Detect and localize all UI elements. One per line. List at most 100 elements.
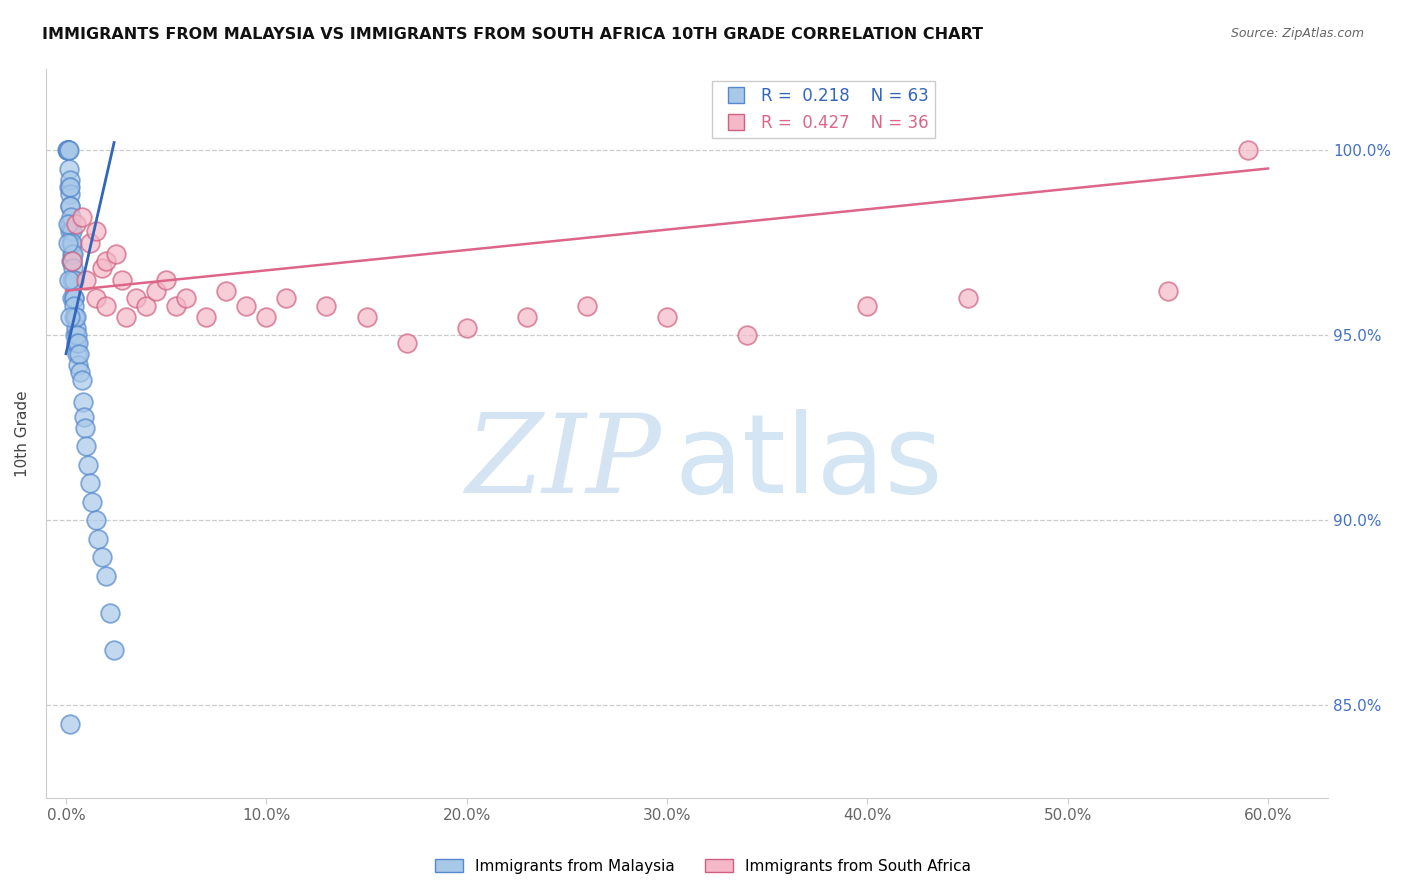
Point xyxy=(94,299,117,313)
Point xyxy=(62,272,84,286)
Point xyxy=(856,299,879,313)
Point xyxy=(105,246,128,260)
Point xyxy=(63,328,86,343)
Point xyxy=(60,235,83,250)
Point xyxy=(59,172,82,186)
Point xyxy=(79,235,101,250)
Point xyxy=(56,143,79,157)
Point xyxy=(111,272,134,286)
Point xyxy=(195,310,218,324)
Point xyxy=(456,320,478,334)
Point xyxy=(59,187,82,202)
Point xyxy=(735,328,758,343)
Point xyxy=(125,291,148,305)
Point xyxy=(575,299,598,313)
Point xyxy=(655,310,678,324)
Y-axis label: 10th Grade: 10th Grade xyxy=(15,390,30,476)
Point xyxy=(91,550,114,565)
Point xyxy=(59,217,82,231)
Point xyxy=(1157,284,1180,298)
Point xyxy=(59,198,82,212)
Text: ZIP: ZIP xyxy=(465,409,661,516)
Point xyxy=(254,310,277,324)
Point xyxy=(75,439,97,453)
Point xyxy=(58,143,80,157)
Text: IMMIGRANTS FROM MALAYSIA VS IMMIGRANTS FROM SOUTH AFRICA 10TH GRADE CORRELATION : IMMIGRANTS FROM MALAYSIA VS IMMIGRANTS F… xyxy=(42,27,983,42)
Point xyxy=(67,346,90,360)
Point xyxy=(103,643,125,657)
Point xyxy=(75,272,97,286)
Text: atlas: atlas xyxy=(675,409,943,516)
Point xyxy=(59,310,82,324)
Point xyxy=(155,272,177,286)
Point xyxy=(72,394,94,409)
Point xyxy=(63,299,86,313)
Point xyxy=(98,606,121,620)
Point xyxy=(395,335,418,350)
Point xyxy=(69,365,91,379)
Point xyxy=(1237,143,1260,157)
Point xyxy=(56,143,79,157)
Point xyxy=(56,143,79,157)
Point xyxy=(60,224,83,238)
Point xyxy=(956,291,979,305)
Point xyxy=(70,210,93,224)
Point xyxy=(60,272,83,286)
Legend: Immigrants from Malaysia, Immigrants from South Africa: Immigrants from Malaysia, Immigrants fro… xyxy=(429,853,977,880)
Point xyxy=(174,291,197,305)
Point xyxy=(91,261,114,276)
Point xyxy=(84,513,107,527)
Point xyxy=(87,532,110,546)
Point xyxy=(94,569,117,583)
Point xyxy=(70,373,93,387)
Point xyxy=(60,210,83,224)
Point xyxy=(62,261,84,276)
Point xyxy=(59,180,82,194)
Point xyxy=(516,310,538,324)
Point xyxy=(62,291,84,305)
Point xyxy=(66,335,89,350)
Point xyxy=(60,254,83,268)
Point xyxy=(58,143,80,157)
Point xyxy=(63,310,86,324)
Point xyxy=(84,224,107,238)
Point xyxy=(63,272,86,286)
Point xyxy=(79,476,101,491)
Point xyxy=(65,310,87,324)
Point xyxy=(65,335,87,350)
Point xyxy=(65,320,87,334)
Point xyxy=(165,299,187,313)
Point xyxy=(59,198,82,212)
Point xyxy=(62,246,84,260)
Text: Source: ZipAtlas.com: Source: ZipAtlas.com xyxy=(1230,27,1364,40)
Point xyxy=(215,284,238,298)
Point xyxy=(66,346,89,360)
Point xyxy=(56,143,79,157)
Point xyxy=(56,217,79,231)
Point xyxy=(73,421,96,435)
Point xyxy=(63,310,86,324)
Point xyxy=(59,717,82,731)
Point xyxy=(77,458,100,472)
Legend: R =  0.218    N = 63, R =  0.427    N = 36: R = 0.218 N = 63, R = 0.427 N = 36 xyxy=(713,80,935,138)
Point xyxy=(63,291,86,305)
Point xyxy=(58,143,80,157)
Point xyxy=(59,224,82,238)
Point xyxy=(80,495,103,509)
Point xyxy=(58,235,80,250)
Point xyxy=(115,310,138,324)
Point xyxy=(65,217,87,231)
Point xyxy=(58,272,80,286)
Point xyxy=(60,291,83,305)
Point xyxy=(60,246,83,260)
Point xyxy=(58,180,80,194)
Point xyxy=(66,328,89,343)
Point xyxy=(235,299,257,313)
Point xyxy=(60,254,83,268)
Point xyxy=(315,299,337,313)
Point xyxy=(356,310,378,324)
Point xyxy=(60,235,83,250)
Point xyxy=(135,299,157,313)
Point xyxy=(276,291,298,305)
Point xyxy=(94,254,117,268)
